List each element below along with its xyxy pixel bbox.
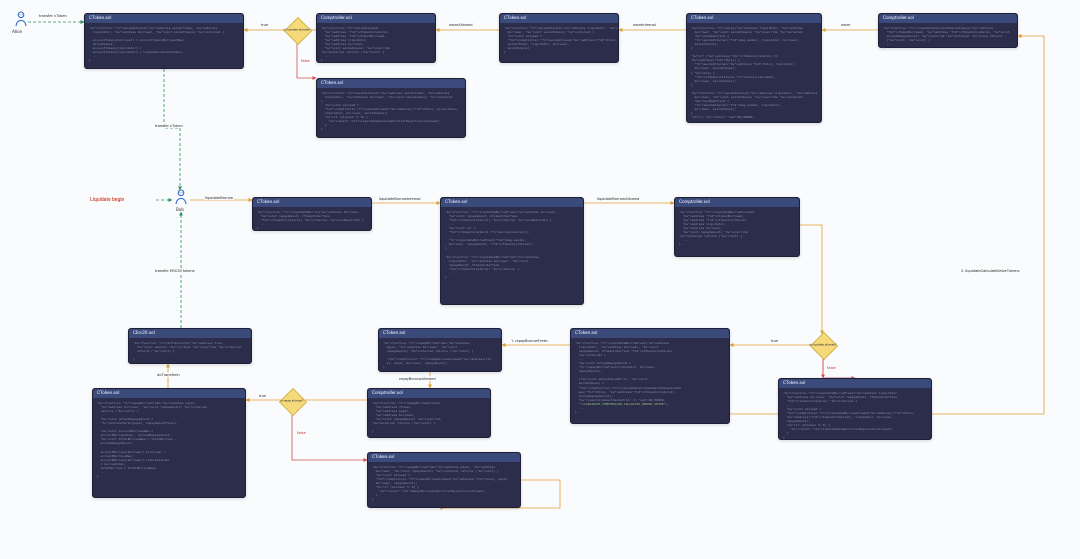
node-title: CToken.sol xyxy=(500,14,618,23)
node-title: CToken.sol xyxy=(441,198,583,207)
node-ctoken-repayborrowfresh-call: CToken.sol "kw">function "fn">repayBorro… xyxy=(378,328,502,372)
edge-label-seizeinternal: seizeInternal xyxy=(632,22,657,27)
edge-label-false-1: false xyxy=(300,58,311,63)
node-comptroller-seizeallowed: Comptroller.sol "kw">function "fn">seize… xyxy=(316,13,436,63)
node-body: "kw">function "fn">seizeInternal("kw">ad… xyxy=(500,23,618,57)
node-body: "kw">function "fn">seizeAllowed( "kw">ad… xyxy=(317,23,435,65)
node-ctoken-seize: CToken.sol "kw">function "fn">seize("kw"… xyxy=(686,13,822,123)
node-ctoken-liquidateborrowfresh2: CToken.sol "kw">function "fn">liquidateB… xyxy=(570,328,730,424)
node-title: CToken.sol xyxy=(779,379,931,388)
node-title: Comptroller.sol xyxy=(675,198,799,207)
node-ctoken-liquidate-err: CToken.sol "kw">function "fn">liquidateB… xyxy=(778,378,932,440)
node-body: "kw">function "fn">seizeInternal("kw">ad… xyxy=(317,88,465,134)
node-comptroller-repayallowed: Comptroller.sol "kw">function "fn">repay… xyxy=(367,388,491,438)
node-ctoken-repay-err: CToken.sol "kw">function "fn">repayBorro… xyxy=(367,452,521,508)
edge-label-transfer-erc20: transfer ERC20 tokens xyxy=(154,268,196,273)
node-title: CToken.sol xyxy=(368,453,520,462)
node-body: "kw">function "fn">liquidateBorrowFresh(… xyxy=(441,207,583,282)
node-title: CToken.sol xyxy=(571,329,729,338)
edge-label-seizeallowed: seizeAllowed xyxy=(448,22,473,27)
node-title: CToken.sol xyxy=(379,329,501,338)
edge-label-liquidateborrow: liquidateBorrow xyxy=(204,195,234,200)
edge-label-true-3: true xyxy=(258,393,267,398)
node-body: "kw">function "fn">liquidateBorrow("kw">… xyxy=(253,207,371,233)
node-cerc20-dotransferin: CErc20.sol "kw">function "fn">doTransfer… xyxy=(128,328,252,364)
node-body: "kw">function "fn">liquidateBorrowFresh(… xyxy=(779,388,931,443)
node-title: CToken.sol xyxy=(253,198,371,207)
edge-label-transfer-ctoken-bob: transfer cToken xyxy=(154,123,184,128)
node-body: "kw">function "fn">repayBorrowFresh("kw"… xyxy=(93,398,245,481)
actor-bob-label: Bob xyxy=(176,208,184,213)
node-title: Comptroller.sol xyxy=(317,14,435,23)
node-comptroller-calcseize: Comptroller.sol "kw">function "fn">liqui… xyxy=(878,13,1018,48)
node-title: CToken.sol xyxy=(687,14,821,23)
node-body: "kw">function "fn">repayBorrowAllowed( "… xyxy=(368,398,490,436)
edge-label-seize: seize xyxy=(840,22,851,27)
actor-alice-label: Alice xyxy=(12,30,22,35)
node-ctoken-liquidateborrowfresh: CToken.sol "kw">function "fn">liquidateB… xyxy=(440,197,584,305)
node-body: "kw">function "fn">liquidateBorrowAllowe… xyxy=(675,207,799,249)
node-title: Comptroller.sol xyxy=(879,14,1017,23)
decision-repay-allowed-label: is repay allowed? xyxy=(277,399,307,402)
node-title: CToken.sol xyxy=(85,14,243,23)
node-ctoken-seizeinternal: CToken.sol "kw">function "fn">seizeInter… xyxy=(499,13,619,63)
edge-label-true-2: true xyxy=(770,338,779,343)
node-body: "kw">function "fn">seize("kw">address li… xyxy=(687,23,821,122)
edge-label-repayborrowallowed: repayBorrowAllowed xyxy=(398,376,437,381)
edge-label-false-2: false xyxy=(826,365,837,370)
edge-label-repayborrowfresh: 1. repayBorrowFresh xyxy=(510,338,549,343)
node-title: CToken.sol xyxy=(317,79,465,88)
liquidate-begin-label: Liquidate begin xyxy=(90,197,124,203)
node-body: "kw">function "fn">doTransferIn("kw">add… xyxy=(129,338,251,364)
decision-liquidate-allowed-label: is liquidate allowed? xyxy=(808,343,838,346)
node-body: "kw">function "fn">repayBorrowFresh("kw"… xyxy=(379,338,501,372)
node-body: "kw">function "fn">liquidateBorrowFresh(… xyxy=(571,338,729,417)
node-body: "kw">function "fn">repayBorrowFresh("kw"… xyxy=(368,462,520,504)
node-title: CErc20.sol xyxy=(129,329,251,338)
edge-label-liquidatecalcseize: 2. liquidateCalculateSeizeTokens xyxy=(960,268,1021,273)
edge-label-liquidateborrowinternal: liquidateBorrowInternal xyxy=(378,196,421,201)
edge-label-false-3: false xyxy=(296,430,307,435)
actor-bob-icon xyxy=(174,188,188,206)
node-comptroller-liquidateallowed: Comptroller.sol "kw">function "fn">liqui… xyxy=(674,197,800,257)
node-ctoken-seize-exec: CToken.sol "kw">function "fn">seizeInter… xyxy=(84,13,244,69)
node-body: "kw">function "fn">seizeInternal("kw">ad… xyxy=(85,23,243,65)
node-ctoken-seize-err: CToken.sol "kw">function "fn">seizeInter… xyxy=(316,78,466,138)
actor-alice-icon xyxy=(14,10,28,28)
edge-label-transfer-ctoken-alice: transfer cToken xyxy=(38,13,68,18)
node-body: "kw">function "fn">liquidateCalculateSei… xyxy=(879,23,1017,53)
decision-seize-allowed-label: is liquidate allowed? xyxy=(282,28,312,31)
edge-label-liquidateborrowallowed: liquidateBorrowAllowed xyxy=(596,196,640,201)
node-ctoken-repayborrowfresh: CToken.sol "kw">function "fn">repayBorro… xyxy=(92,388,246,498)
edge-label-true-1: true xyxy=(260,22,269,27)
node-ctoken-liquidateborrow: CToken.sol "kw">function "fn">liquidateB… xyxy=(252,197,372,231)
node-title: Comptroller.sol xyxy=(368,389,490,398)
node-title: CToken.sol xyxy=(93,389,245,398)
edge-label-dotransferin: doTransferIn xyxy=(156,372,181,377)
